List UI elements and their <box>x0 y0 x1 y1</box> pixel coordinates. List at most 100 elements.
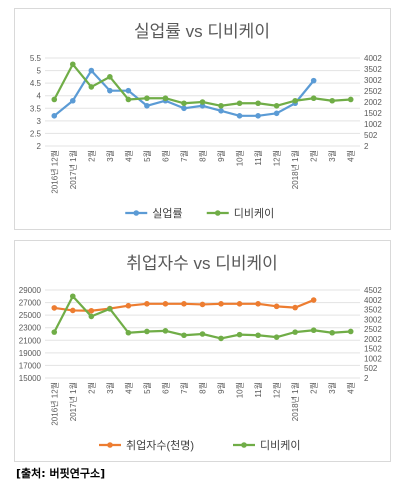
left-axis-tick: 27000 <box>19 299 42 308</box>
data-point <box>144 301 150 307</box>
legend-item: 실업률 <box>125 207 183 220</box>
data-point <box>88 84 95 90</box>
right-axis-tick: 2502 <box>364 325 382 334</box>
source-note: [출처: 버핏연구소] <box>16 467 106 480</box>
data-point <box>199 301 206 308</box>
right-axis-tick: 502 <box>364 364 378 373</box>
category-label: 9월 <box>216 382 226 394</box>
legend-label: 취업자수(천명) <box>126 438 194 452</box>
right-axis-tick: 3002 <box>364 315 382 324</box>
category-label: 2018년 1월 <box>290 150 300 189</box>
category-label: 3월 <box>105 150 115 162</box>
series-0 <box>51 67 317 119</box>
category-label: 2017년 1월 <box>68 382 78 421</box>
category-label: 12월 <box>272 150 282 166</box>
category-label: 11월 <box>253 150 263 166</box>
data-point <box>181 100 187 107</box>
data-point <box>310 77 317 84</box>
data-point <box>125 96 132 103</box>
right-axis-tick: 1502 <box>364 345 382 354</box>
category-label: 4월 <box>123 150 133 162</box>
data-point <box>292 97 298 104</box>
data-point <box>144 95 150 102</box>
legend-marker <box>214 210 221 216</box>
data-point <box>162 301 169 307</box>
unemployment-chart: 실업률 vs 디비케이22.533.544.555.52502100215022… <box>30 22 382 220</box>
data-point <box>69 97 76 104</box>
category-label: 7월 <box>179 150 189 162</box>
category-label: 2월 <box>86 150 96 162</box>
data-point <box>51 96 58 103</box>
data-point <box>218 102 224 109</box>
data-point <box>236 100 243 107</box>
data-point <box>162 328 169 334</box>
series-0 <box>51 297 317 314</box>
data-point <box>255 100 261 107</box>
data-point <box>347 96 354 103</box>
data-point <box>51 305 58 311</box>
data-point <box>69 61 76 68</box>
data-point <box>347 328 354 335</box>
data-point <box>181 105 187 112</box>
data-point <box>88 307 95 314</box>
left-axis-tick: 4.5 <box>30 79 42 88</box>
employment-chart-panel: 취업자수 vs 디비케이 15000 17000 19000 21000 23000 250… <box>14 240 391 462</box>
category-label: 5월 <box>142 382 152 394</box>
data-point <box>329 97 336 104</box>
category-label: 2017년 1월 <box>68 150 78 189</box>
category-label: 4월 <box>123 382 133 394</box>
employment-chart: 취업자수 vs 디비케이 15000 17000 19000 21000 23000 250… <box>19 254 383 452</box>
category-label: 11월 <box>253 382 263 398</box>
legend-label: 디비케이 <box>260 439 300 452</box>
legend-item: 디비케이 <box>206 207 274 220</box>
category-label: 3월 <box>327 382 337 394</box>
data-point <box>144 102 150 109</box>
right-axis-tick: 2502 <box>364 87 382 96</box>
data-point <box>218 335 224 342</box>
data-point <box>199 99 206 105</box>
unemployment-chart-panel: 실업률 vs 디비케이 2 2.5 3 3.5 4 4.5 5 5.5 2 502 1002 1502 2… <box>14 8 391 230</box>
data-point <box>51 329 58 335</box>
data-point <box>125 329 132 336</box>
data-point <box>69 307 76 314</box>
legend-item: 취업자수(천명) <box>99 438 194 452</box>
right-axis-tick: 4502 <box>364 286 382 295</box>
left-axis-tick: 5 <box>37 67 42 76</box>
data-point <box>125 302 132 309</box>
right-axis-tick: 2 <box>364 374 369 383</box>
right-axis-tick: 2002 <box>364 98 382 107</box>
data-point <box>88 67 95 74</box>
category-label: 8월 <box>198 150 208 162</box>
category-label: 2월 <box>309 382 319 394</box>
category-label: 2월 <box>86 382 96 394</box>
legend-marker <box>107 442 113 448</box>
data-point <box>273 334 280 340</box>
left-axis-tick: 23000 <box>19 324 42 333</box>
data-point <box>107 306 113 312</box>
legend-marker <box>241 442 247 448</box>
category-label: 12월 <box>272 382 282 398</box>
right-axis-tick: 2002 <box>364 335 382 344</box>
data-point <box>236 331 243 338</box>
category-label: 3월 <box>105 382 115 394</box>
left-axis-tick: 2.5 <box>30 129 42 138</box>
category-label: 4월 <box>346 150 356 162</box>
left-axis-tick: 3 <box>37 117 42 126</box>
data-point <box>273 102 280 109</box>
category-label: 2016년 12월 <box>49 382 59 426</box>
right-axis-tick: 4002 <box>364 296 382 305</box>
right-axis-tick: 3502 <box>364 306 382 315</box>
data-point <box>292 304 298 311</box>
left-axis-tick: 3.5 <box>30 104 42 113</box>
data-point <box>236 113 243 119</box>
data-point <box>310 95 317 102</box>
category-label: 2월 <box>309 150 319 162</box>
data-point <box>51 113 58 119</box>
data-point <box>329 329 336 336</box>
data-point <box>218 301 224 307</box>
category-label: 9월 <box>216 150 226 162</box>
left-axis-tick: 2 <box>37 142 42 151</box>
category-label: 4월 <box>346 382 356 394</box>
data-point <box>310 297 317 303</box>
right-axis-tick: 1002 <box>364 120 382 129</box>
